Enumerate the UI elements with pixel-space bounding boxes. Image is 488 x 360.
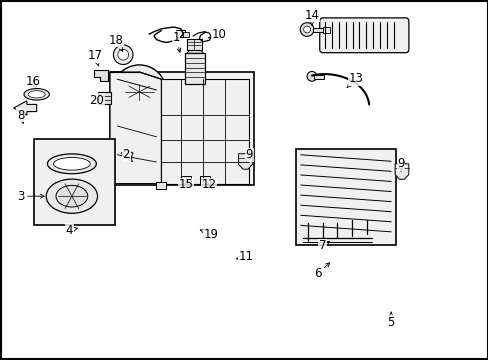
Polygon shape — [238, 154, 252, 169]
Polygon shape — [156, 182, 166, 189]
Circle shape — [303, 26, 310, 33]
Bar — [312, 28, 323, 32]
Text: 10: 10 — [208, 28, 226, 41]
Circle shape — [112, 65, 166, 119]
Bar — [98, 92, 111, 104]
Polygon shape — [94, 70, 107, 81]
Bar — [322, 27, 329, 33]
Text: 8: 8 — [17, 109, 24, 123]
Text: 4: 4 — [65, 224, 77, 237]
Bar — [161, 79, 249, 184]
Text: 18: 18 — [109, 34, 123, 51]
Text: 15: 15 — [178, 178, 193, 191]
FancyBboxPatch shape — [319, 18, 408, 53]
Text: 19: 19 — [200, 228, 218, 240]
Bar — [295, 149, 395, 245]
Text: 7: 7 — [318, 239, 329, 252]
Polygon shape — [110, 72, 254, 185]
Bar — [199, 176, 210, 184]
Text: 11: 11 — [236, 250, 253, 263]
Polygon shape — [121, 150, 133, 158]
Ellipse shape — [47, 154, 96, 174]
Ellipse shape — [46, 179, 98, 213]
Text: 14: 14 — [304, 9, 319, 25]
Circle shape — [113, 45, 133, 64]
Text: 17: 17 — [88, 49, 102, 66]
Text: 1: 1 — [172, 31, 181, 52]
Polygon shape — [186, 49, 203, 53]
Text: 13: 13 — [346, 72, 363, 87]
Text: 2: 2 — [122, 148, 132, 162]
Circle shape — [306, 71, 316, 81]
Bar — [186, 39, 202, 50]
Text: 6: 6 — [313, 263, 329, 280]
Circle shape — [118, 49, 128, 60]
Text: 16: 16 — [26, 75, 41, 89]
Polygon shape — [110, 72, 161, 184]
Circle shape — [130, 83, 148, 100]
Bar — [176, 30, 184, 37]
Bar — [314, 75, 324, 79]
Bar — [34, 139, 115, 225]
Bar — [181, 176, 190, 184]
Circle shape — [121, 73, 158, 111]
Polygon shape — [14, 101, 37, 115]
Ellipse shape — [28, 91, 45, 98]
Ellipse shape — [56, 185, 88, 207]
Ellipse shape — [54, 158, 90, 170]
Text: 3: 3 — [17, 190, 44, 203]
Text: 12: 12 — [202, 178, 216, 191]
Text: 9: 9 — [245, 148, 253, 162]
Text: 5: 5 — [386, 312, 394, 329]
Circle shape — [300, 23, 313, 36]
Ellipse shape — [24, 89, 49, 100]
Bar — [184, 53, 205, 84]
Text: 9: 9 — [396, 157, 404, 171]
Bar — [183, 32, 189, 37]
Polygon shape — [394, 164, 408, 179]
Text: 20: 20 — [89, 94, 104, 107]
